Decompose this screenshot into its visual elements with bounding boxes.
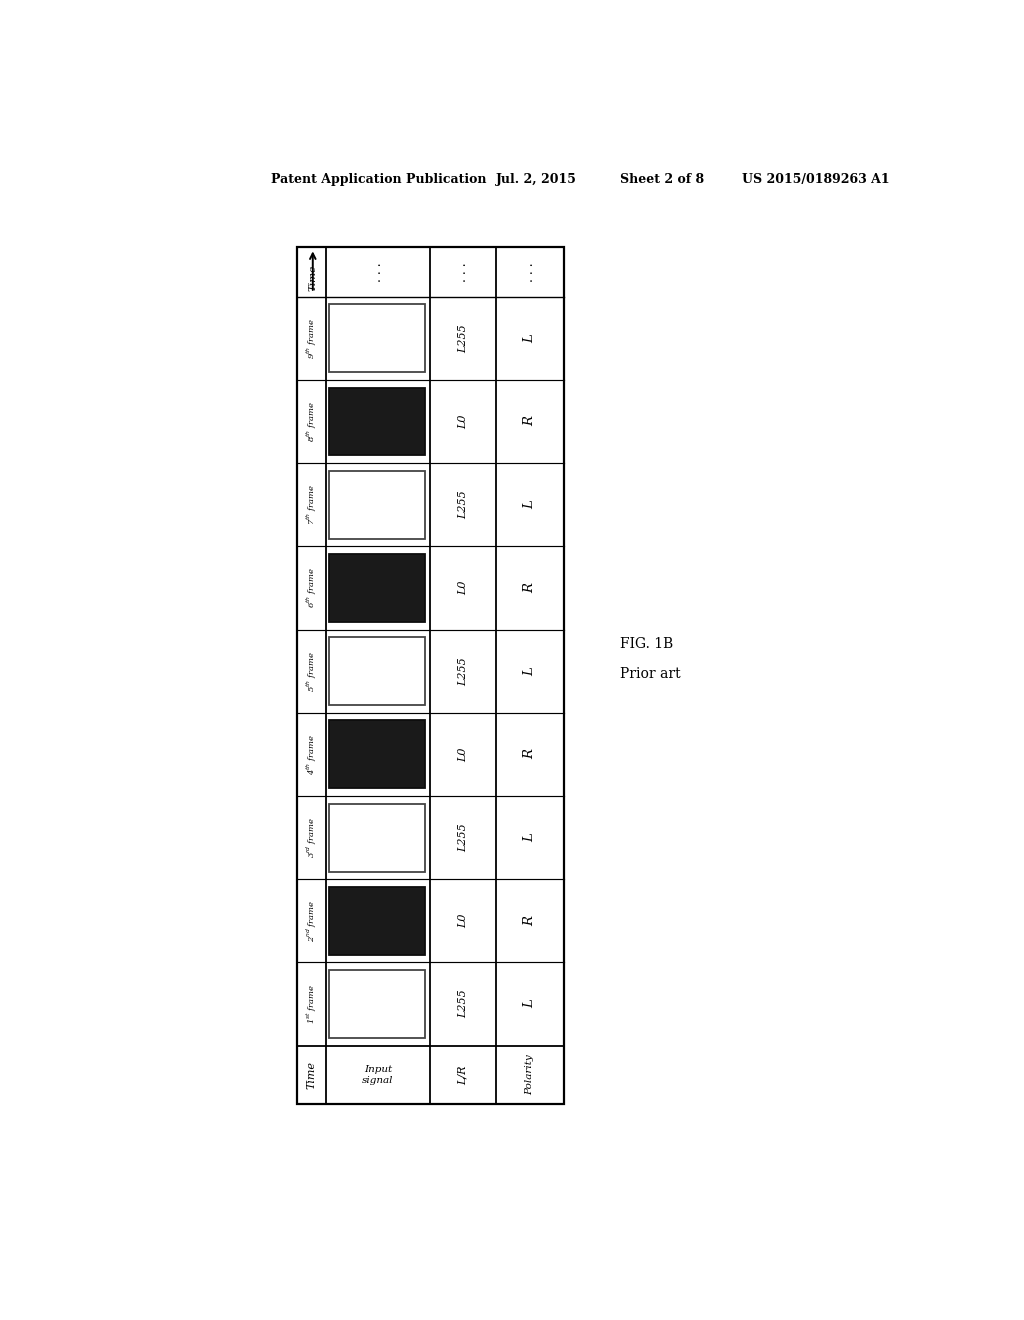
Text: L0: L0 [458, 747, 468, 762]
Text: R: R [523, 750, 537, 759]
Text: 3$^{rd}$ frame: 3$^{rd}$ frame [304, 817, 318, 858]
Text: R: R [523, 916, 537, 925]
Text: Polarity: Polarity [525, 1055, 535, 1096]
Text: L0: L0 [458, 913, 468, 928]
Text: 2$^{nd}$ frame: 2$^{nd}$ frame [304, 900, 318, 942]
Text: L: L [523, 667, 537, 676]
Text: US 2015/0189263 A1: US 2015/0189263 A1 [741, 173, 890, 186]
Text: Input
signal: Input signal [361, 1065, 393, 1085]
Text: L: L [523, 334, 537, 343]
Text: 1$^{st}$ frame: 1$^{st}$ frame [304, 983, 318, 1024]
Bar [329, 887, 425, 954]
Bar [329, 305, 425, 372]
Text: Patent Application Publication: Patent Application Publication [271, 173, 486, 186]
Bar [297, 247, 563, 1104]
Text: 4$^{th}$ frame: 4$^{th}$ frame [304, 734, 318, 775]
Text: L0: L0 [458, 414, 468, 429]
Bar [329, 638, 425, 705]
Text: Time: Time [308, 265, 317, 292]
Bar [329, 554, 425, 622]
Bar [329, 471, 425, 539]
Text: Jul. 2, 2015: Jul. 2, 2015 [496, 173, 577, 186]
Text: L255: L255 [458, 657, 468, 685]
Text: . . .: . . . [457, 261, 469, 281]
Text: R: R [523, 583, 537, 593]
Text: . . .: . . . [372, 261, 384, 281]
Text: 5$^{th}$ frame: 5$^{th}$ frame [304, 651, 318, 692]
Bar [329, 970, 425, 1038]
Text: L255: L255 [458, 490, 468, 519]
Text: Prior art: Prior art [621, 668, 681, 681]
Text: R: R [523, 417, 537, 426]
Bar [329, 388, 425, 455]
Text: 7$^{th}$ frame: 7$^{th}$ frame [304, 484, 318, 525]
Text: 8$^{th}$ frame: 8$^{th}$ frame [304, 401, 318, 442]
Text: Sheet 2 of 8: Sheet 2 of 8 [621, 173, 705, 186]
Text: L: L [523, 833, 537, 842]
Text: FIG. 1B: FIG. 1B [621, 636, 674, 651]
Text: 9$^{th}$ frame: 9$^{th}$ frame [304, 318, 318, 359]
Text: L255: L255 [458, 990, 468, 1019]
Text: . . .: . . . [523, 261, 537, 281]
Text: L255: L255 [458, 824, 468, 851]
Text: L: L [523, 999, 537, 1008]
Text: L255: L255 [458, 323, 468, 352]
Text: L0: L0 [458, 581, 468, 595]
Text: L: L [523, 500, 537, 510]
Text: 6$^{th}$ frame: 6$^{th}$ frame [304, 568, 318, 609]
Text: Time: Time [306, 1061, 316, 1089]
Text: L/R: L/R [458, 1065, 468, 1085]
Bar [329, 804, 425, 871]
Bar [329, 721, 425, 788]
